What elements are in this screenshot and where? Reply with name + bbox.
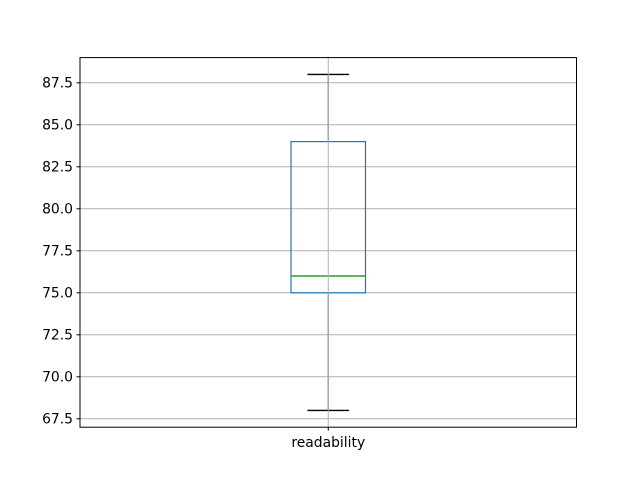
y-tick-label: 82.5 [42, 160, 73, 176]
x-tick-label: readability [291, 435, 365, 451]
y-tick-label: 75.0 [42, 286, 73, 302]
y-tick-label: 67.5 [42, 412, 73, 428]
y-tick-label: 80.0 [42, 202, 73, 218]
axes-spines [79, 57, 577, 428]
y-tick-label: 87.5 [42, 76, 73, 92]
y-tick-label: 85.0 [42, 118, 73, 134]
y-tick-label: 70.0 [42, 370, 73, 386]
y-tick-label: 77.5 [42, 244, 73, 260]
y-tick-label: 72.5 [42, 328, 73, 344]
